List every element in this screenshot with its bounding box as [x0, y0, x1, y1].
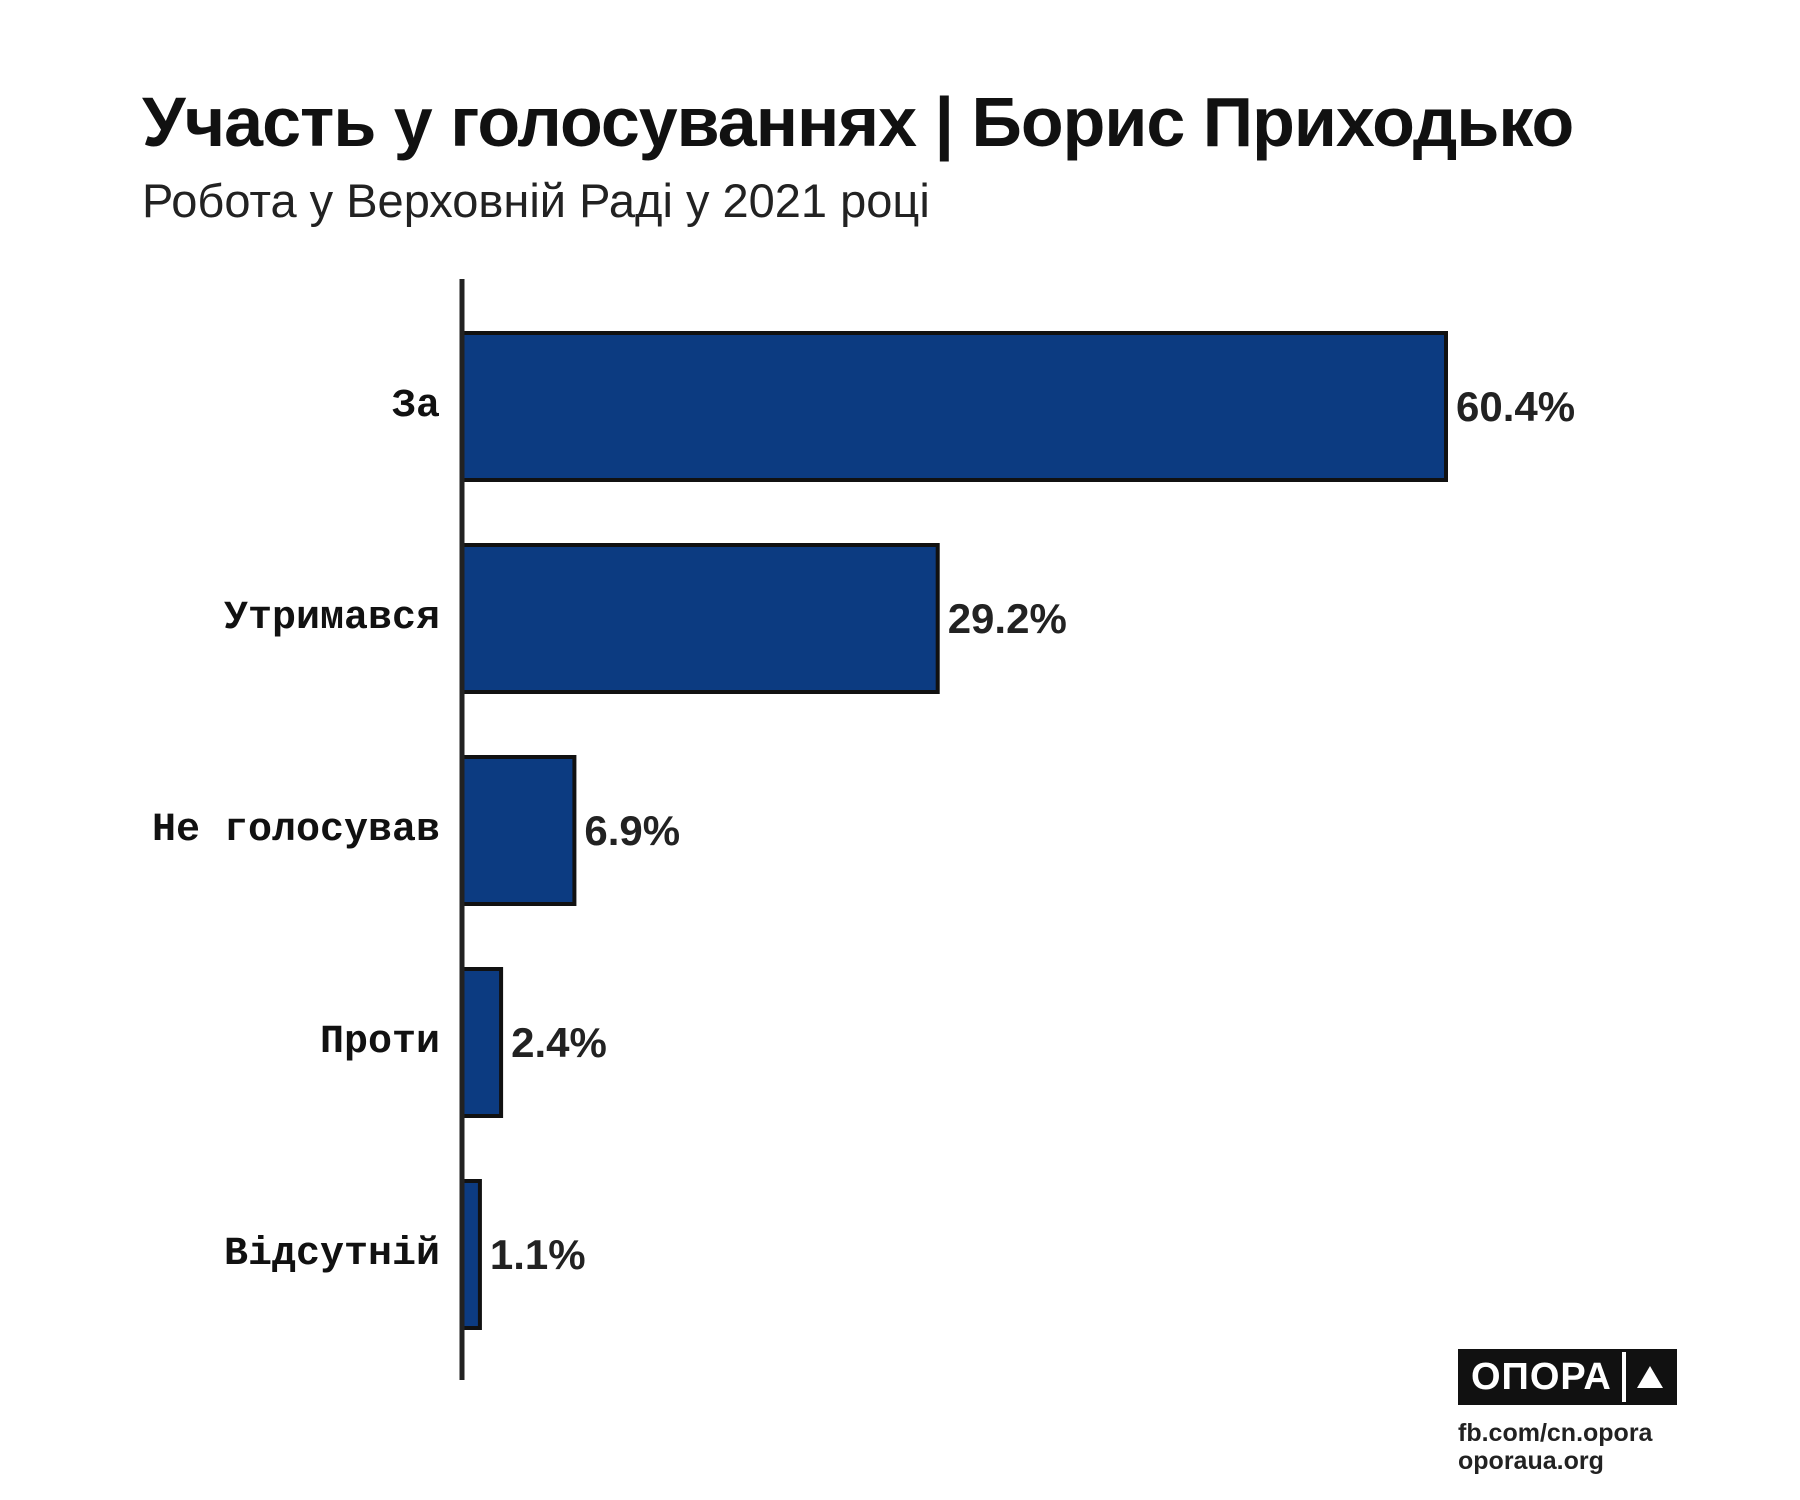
website-link[interactable]: oporaua.org [1458, 1447, 1604, 1475]
category-label-2: Не голосував [152, 808, 440, 853]
logo-box: ОПОРА [1458, 1349, 1677, 1405]
opora-logo: ОПОРА fb.com/cn.opora oporaua.org [1458, 1349, 1677, 1475]
category-label-4: Відсутній [224, 1232, 440, 1277]
value-label-1: 29.2% [948, 595, 1067, 642]
category-label-1: Утримався [224, 596, 440, 641]
bar-4 [460, 1179, 482, 1330]
bar-1 [460, 543, 940, 694]
value-label-3: 2.4% [511, 1019, 607, 1066]
chart-subtitle: Робота у Верховній Раді у 2021 році [142, 174, 930, 227]
triangle-icon [1621, 1352, 1674, 1402]
bar-0 [460, 331, 1448, 482]
logo-text: ОПОРА [1461, 1352, 1622, 1402]
category-label-3: Проти [320, 1020, 440, 1065]
chart-title: Участь у голосуваннях | Борис Приходько [142, 83, 1574, 161]
bar-3 [460, 967, 504, 1118]
value-label-0: 60.4% [1456, 383, 1575, 430]
bars-group: За 60.4% Утримався 29.2% Не голосував 6.9% Про… [152, 331, 1575, 1330]
facebook-link[interactable]: fb.com/cn.opora [1458, 1419, 1653, 1447]
category-label-0: За [392, 384, 440, 429]
value-label-2: 6.9% [584, 807, 680, 854]
value-label-4: 1.1% [490, 1231, 586, 1278]
bar-2 [460, 755, 577, 906]
